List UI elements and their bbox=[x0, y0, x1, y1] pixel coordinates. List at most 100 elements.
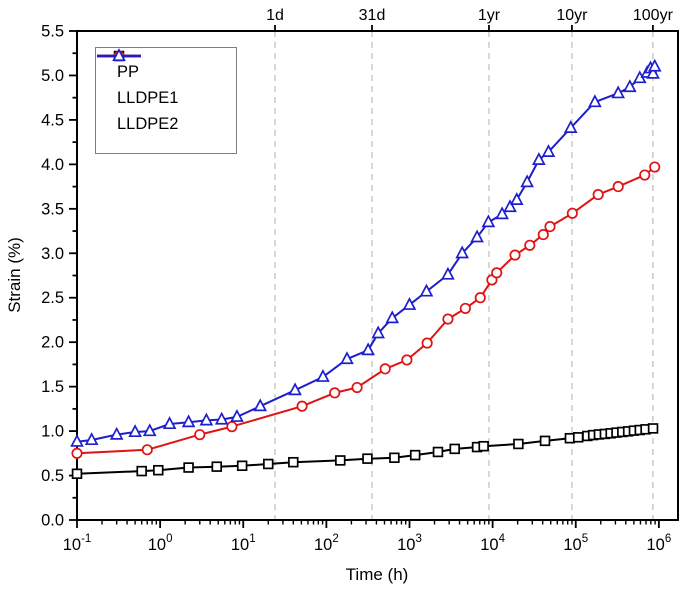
triangle-marker-icon bbox=[495, 206, 509, 220]
time-mark-label: 1d bbox=[266, 7, 284, 24]
x-axis-title: Time (h) bbox=[345, 565, 409, 584]
triangle-marker-icon bbox=[503, 199, 517, 213]
square-marker-icon bbox=[236, 460, 248, 472]
circle-marker-icon bbox=[592, 189, 604, 201]
triangle-marker-icon bbox=[109, 426, 124, 440]
triangle-marker-icon bbox=[611, 85, 626, 99]
triangle-marker-icon bbox=[84, 432, 99, 446]
triangle-marker-icon bbox=[253, 398, 268, 412]
circle-marker-icon bbox=[329, 387, 341, 399]
triangle-marker-icon bbox=[509, 192, 524, 205]
triangle-marker-icon bbox=[230, 409, 244, 422]
circle-marker-icon bbox=[71, 447, 83, 459]
square-marker-icon bbox=[153, 464, 164, 476]
triangle-marker-icon bbox=[340, 351, 354, 365]
series-lldpe1 bbox=[71, 161, 661, 459]
circle-marker-icon bbox=[401, 354, 413, 366]
x-tick-label: 106 bbox=[646, 533, 671, 554]
circle-marker-icon bbox=[141, 444, 153, 456]
triangle-marker-icon bbox=[128, 424, 142, 438]
y-tick-label: 2.5 bbox=[41, 289, 64, 307]
square-marker-icon bbox=[362, 453, 373, 464]
x-tick-label: 101 bbox=[231, 533, 256, 554]
square-marker-icon bbox=[647, 423, 659, 434]
triangle-marker-icon bbox=[385, 310, 400, 324]
triangle-marker-icon bbox=[441, 266, 455, 280]
y-tick-label: 5.0 bbox=[41, 67, 64, 85]
x-tick-label: 102 bbox=[314, 533, 339, 554]
circle-marker-icon bbox=[421, 337, 433, 349]
triangle-marker-icon bbox=[588, 94, 602, 108]
y-tick-label: 1.0 bbox=[41, 423, 64, 441]
circle-marker-icon bbox=[612, 181, 624, 193]
square-marker-icon bbox=[288, 456, 299, 468]
circle-marker-icon bbox=[474, 292, 486, 304]
triangle-marker-icon bbox=[532, 152, 546, 165]
triangle-marker-icon bbox=[371, 325, 385, 339]
circle-marker-icon bbox=[296, 400, 308, 412]
y-tick-label: 4.0 bbox=[41, 156, 64, 174]
triangle-marker-icon bbox=[470, 229, 484, 243]
circle-marker-icon bbox=[649, 161, 661, 173]
time-mark-label: 1yr bbox=[478, 7, 501, 24]
circle-marker-icon bbox=[379, 363, 391, 375]
triangle-marker-icon bbox=[481, 214, 496, 228]
square-marker-icon bbox=[211, 461, 223, 472]
triangle-marker-icon bbox=[199, 412, 214, 426]
circle-marker-icon bbox=[194, 429, 206, 441]
square-marker-icon bbox=[432, 446, 444, 458]
series-pp bbox=[71, 423, 659, 480]
circle-marker-icon bbox=[566, 207, 578, 219]
circle-marker-icon bbox=[459, 302, 471, 314]
square-marker-icon bbox=[539, 435, 551, 447]
square-marker-icon bbox=[478, 440, 489, 452]
triangle-marker-icon bbox=[541, 144, 556, 157]
triangle-marker-icon bbox=[142, 423, 157, 437]
y-tick-label: 5.5 bbox=[41, 23, 64, 41]
square-marker-icon bbox=[136, 465, 147, 477]
square-marker-icon bbox=[513, 438, 524, 450]
triangle-marker-icon bbox=[647, 58, 662, 72]
circle-marker-icon bbox=[639, 169, 651, 181]
time-mark-label: 10yr bbox=[556, 7, 588, 24]
square-marker-icon bbox=[335, 455, 346, 466]
circle-marker-icon bbox=[509, 249, 521, 261]
triangle-marker-icon bbox=[288, 382, 302, 396]
square-marker-icon bbox=[572, 432, 584, 443]
triangle-marker-icon bbox=[455, 245, 469, 259]
x-tick-label: 103 bbox=[397, 533, 422, 554]
y-tick-label: 3.0 bbox=[41, 245, 64, 263]
circle-marker-icon bbox=[537, 229, 549, 241]
circle-marker-icon bbox=[524, 239, 536, 251]
square-marker-icon bbox=[409, 449, 421, 461]
square-marker-icon bbox=[389, 452, 400, 464]
legend: PP LLDPE1 LLDPE2 bbox=[95, 47, 237, 154]
circle-marker-icon bbox=[544, 221, 556, 233]
y-tick-label: 0.5 bbox=[41, 467, 64, 485]
circle-marker-icon bbox=[491, 267, 503, 279]
circle-marker-icon bbox=[351, 381, 363, 394]
time-mark-label: 31d bbox=[359, 7, 386, 24]
top-axis-time-marks: 1d 31d 1yr 10yr 100yr bbox=[266, 7, 674, 31]
square-marker-icon bbox=[449, 443, 460, 455]
triangle-marker-icon bbox=[419, 283, 434, 297]
circle-marker-icon bbox=[226, 421, 238, 433]
x-tick-label: 104 bbox=[480, 533, 505, 554]
circle-marker-icon bbox=[442, 313, 454, 325]
triangle-marker-icon bbox=[316, 369, 330, 382]
triangle-marker-icon bbox=[361, 342, 375, 356]
triangle-marker-icon bbox=[70, 433, 84, 447]
x-tick-label: 10-1 bbox=[63, 533, 92, 554]
square-marker-icon bbox=[71, 468, 83, 480]
y-tick-label: 2.0 bbox=[41, 334, 64, 352]
y-tick-label: 4.5 bbox=[41, 111, 64, 129]
triangle-marker-icon bbox=[402, 297, 417, 310]
time-mark-label: 100yr bbox=[633, 7, 674, 24]
triangle-marker-icon bbox=[520, 174, 534, 188]
legend-label-lldpe2: LLDPE2 bbox=[117, 114, 179, 133]
triangle-marker-icon bbox=[162, 416, 177, 430]
y-axis-title: Strain (%) bbox=[5, 237, 24, 313]
series-lldpe2 bbox=[70, 58, 662, 447]
